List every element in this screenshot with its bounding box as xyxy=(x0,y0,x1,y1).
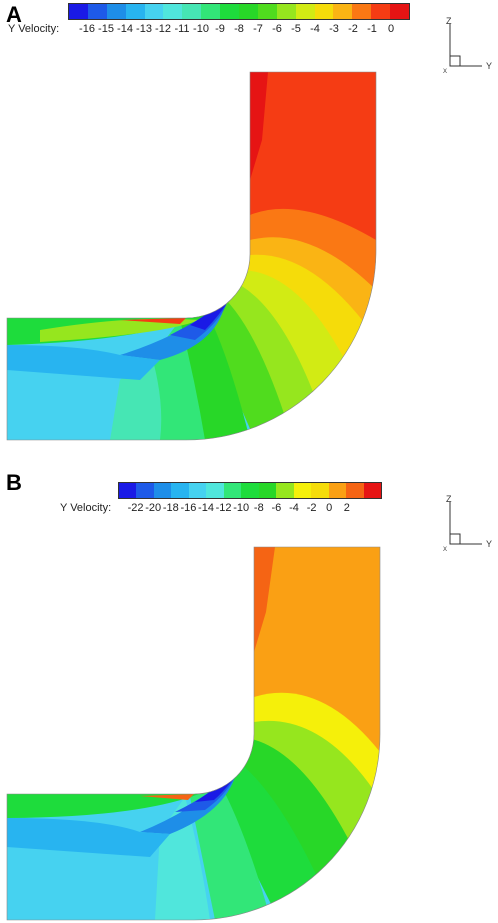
axis-triad: Z Y X xyxy=(443,16,492,75)
colorbar-tick-label: -5 xyxy=(291,23,301,35)
colorbar-tick-label: -18 xyxy=(162,502,179,514)
colorbar-tick-label: -8 xyxy=(253,502,264,514)
colorbar-swatch xyxy=(201,4,221,19)
colorbar-swatch xyxy=(295,4,315,19)
colorbar-swatch xyxy=(119,483,137,498)
colorbar-tick-label: -4 xyxy=(310,23,320,35)
colorbar-tick-label: -20 xyxy=(145,502,162,514)
colorbar-tick-label: -11 xyxy=(174,23,190,35)
colorbar-swatch xyxy=(87,4,107,19)
axis-x-label: X xyxy=(443,547,447,553)
colorbar-tick-label: -7 xyxy=(253,23,263,35)
colorbar-tick-label: -8 xyxy=(234,23,244,35)
colorbar xyxy=(68,3,410,20)
colorbar-swatch xyxy=(333,4,353,19)
velocity-contour-a xyxy=(6,71,377,441)
colorbar-swatch xyxy=(223,483,242,498)
colorbar-swatch xyxy=(182,4,202,19)
axis-x-label: X xyxy=(443,69,447,75)
colorbar-swatch xyxy=(188,483,207,498)
colorbar-tick-label: -15 xyxy=(98,23,114,35)
colorbar-swatch xyxy=(171,483,189,498)
axis-z-label: Z xyxy=(446,16,452,26)
colorbar-tick-label: 0 xyxy=(387,23,395,35)
colorbar-swatch xyxy=(276,483,294,498)
colorbar-swatch xyxy=(311,483,329,498)
colorbar-swatch xyxy=(239,4,258,19)
colorbar-swatch xyxy=(106,4,126,19)
axis-y-label: Y xyxy=(486,61,492,71)
panel-letter: B xyxy=(6,470,22,495)
axis-z-label: Z xyxy=(446,494,452,504)
colorbar-swatch xyxy=(69,4,88,19)
panel-b: B Y Velocity: -22 -20 -18 -16 -14 -12 -10 -8 -6-… xyxy=(0,462,498,923)
colorbar-tick-label: 2 xyxy=(343,502,350,514)
colorbar-swatch xyxy=(346,483,364,498)
colorbar-tick-label: -10 xyxy=(193,23,209,35)
colorbar-tick-label: -4 xyxy=(289,502,299,514)
colorbar-tick-label: -10 xyxy=(233,502,250,514)
colorbar-tick-label: -2 xyxy=(348,23,358,35)
colorbar-swatch xyxy=(125,4,145,19)
colorbar-tick-label: -12 xyxy=(155,23,171,35)
colorbar-tick-label: -14 xyxy=(198,502,214,514)
colorbar-swatch xyxy=(363,483,382,498)
colorbar-swatch xyxy=(206,483,224,498)
colorbar-swatch xyxy=(144,4,164,19)
colorbar-swatch xyxy=(163,4,183,19)
colorbar-swatch xyxy=(220,4,240,19)
colorbar-tick-label: -16 xyxy=(79,23,95,35)
colorbar-tick-label: -3 xyxy=(329,23,339,35)
colorbar-tick-label: -12 xyxy=(215,502,232,514)
colorbar-tick-label: -14 xyxy=(117,23,133,35)
colorbar-swatch xyxy=(241,483,259,498)
colorbar-swatch xyxy=(390,4,410,19)
panel-letter: A xyxy=(6,2,22,27)
colorbar-tick-label: -6 xyxy=(271,502,282,514)
legend-label: Y Velocity: xyxy=(8,23,60,35)
axis-triad: Z Y X xyxy=(443,494,492,553)
colorbar-swatch xyxy=(136,483,154,498)
velocity-contour-b xyxy=(6,546,381,921)
colorbar-swatch xyxy=(371,4,391,19)
colorbar-tick-label: 0 xyxy=(326,502,333,514)
colorbar-tick-label: -1 xyxy=(367,23,377,35)
colorbar-tick-label: -2 xyxy=(306,502,317,514)
colorbar-tick-label: -16 xyxy=(180,502,197,514)
colorbar-swatch xyxy=(328,483,347,498)
colorbar-swatch xyxy=(293,483,312,498)
legend-label: Y Velocity: xyxy=(60,502,112,514)
colorbar-tick-label: -6 xyxy=(272,23,282,35)
colorbar-swatch xyxy=(314,4,334,19)
axis-y-label: Y xyxy=(486,539,492,549)
colorbar-tick-label: -22 xyxy=(127,502,144,514)
colorbar xyxy=(118,482,382,499)
colorbar-swatch xyxy=(257,4,277,19)
colorbar-swatch xyxy=(352,4,372,19)
colorbar-tick-label: -13 xyxy=(136,23,152,35)
colorbar-tick-label: -9 xyxy=(215,23,225,35)
colorbar-swatch xyxy=(153,483,172,498)
colorbar-swatch xyxy=(276,4,296,19)
panel-a: A Y Velocity: -16 -15 -14 -13 -12 -11 -10 -9 -8-… xyxy=(6,2,492,441)
colorbar-swatch xyxy=(258,483,277,498)
